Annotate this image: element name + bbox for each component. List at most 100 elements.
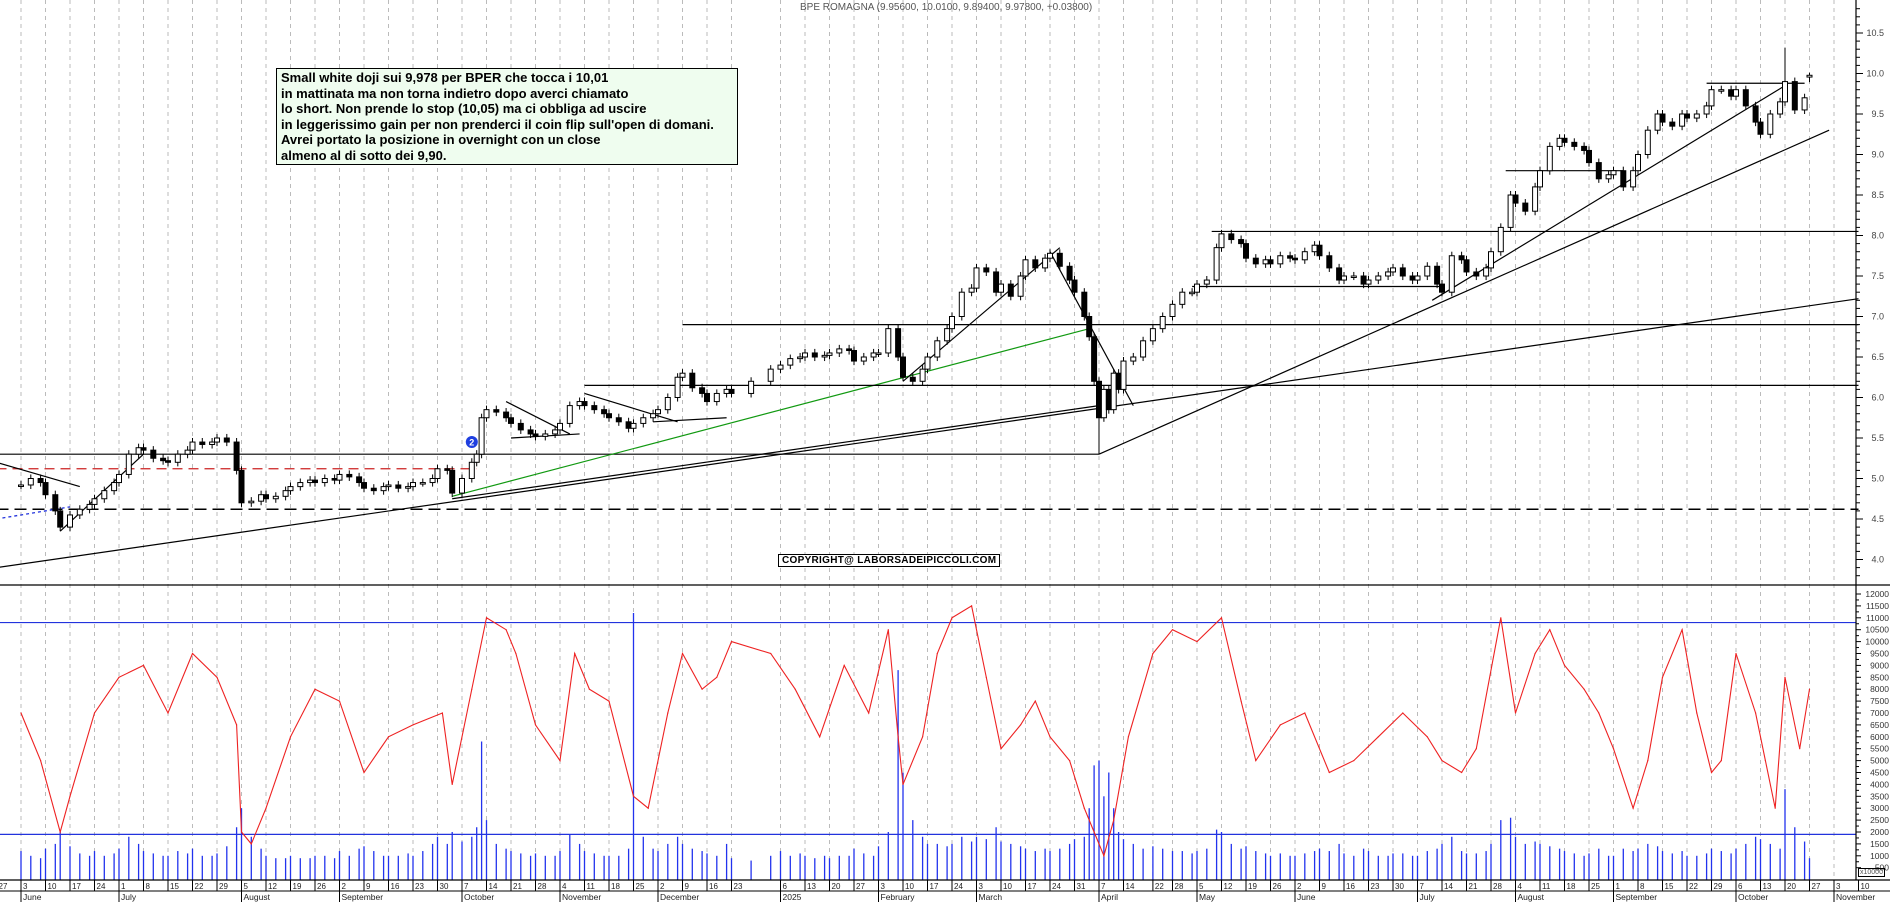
candle-body [336,473,343,481]
candle-body [1032,259,1039,269]
oscillator-point [1799,748,1801,750]
oscillator-point [412,724,414,726]
candle-body [473,453,480,463]
candle-body [968,287,975,293]
oscillator-point [794,688,796,690]
candle-body [1203,279,1210,285]
candle-body [713,392,720,403]
date-tick-label: 23 [734,882,743,891]
price-tick-label: 10.0 [1866,69,1884,79]
candle-body [1365,279,1372,285]
oscillator-point [1774,807,1776,809]
candle-body [1115,372,1122,390]
candle-body [517,422,524,431]
oscillator-point [363,771,365,774]
oscillator-point [1255,760,1257,762]
month-label: October [464,892,494,902]
candle-body [532,433,539,437]
date-tick-label: 18 [1567,882,1576,891]
oscillator-point [1661,676,1664,678]
candle-body [615,417,622,423]
oscillator-point [471,688,473,690]
candle-body [493,409,500,413]
candle-body [1767,113,1774,135]
volume-panel [0,605,1856,880]
candle-body [199,441,206,445]
date-tick-label: 22 [1155,882,1164,891]
date-tick-label: 10 [48,882,57,891]
candle-body [664,397,671,411]
volume-tick-label: 8000 [1870,684,1889,694]
trendline [1098,129,1830,455]
oscillator-point [118,676,120,678]
volume-tick-label: 12000 [1865,589,1889,599]
date-tick-label: 7 [464,882,469,891]
annotation-line: Small white doji sui 9,978 per BPER che … [281,70,609,85]
date-tick-label: 12 [268,882,277,891]
oscillator-point [1113,819,1115,821]
candle-body [468,461,475,479]
candle-body [1228,233,1235,241]
candles: 2 [18,47,1813,532]
volume-tick-label: 9500 [1870,649,1889,659]
chart-title: BPE ROMAGNA (9.95600, 10.0100, 9.89400, … [800,2,1093,13]
candle-body [483,409,490,419]
trendline [653,417,727,423]
oscillator-point [289,736,292,738]
price-tick-label: 5.0 [1871,474,1884,484]
trendline [452,405,1100,500]
date-tick-label: 16 [391,882,400,891]
oscillator-point [936,652,938,655]
candle-body [802,352,808,358]
candle-body [1213,247,1220,281]
candle-body [1081,291,1088,318]
oscillator-point [1083,807,1085,809]
candle-body [821,354,828,358]
oscillator-point [1171,629,1174,631]
candle-body [895,328,902,358]
date-tick-label: 1 [121,882,126,891]
oscillator-point [216,676,218,678]
date-tick-label: 28 [538,882,547,891]
volume-tick-label: 2500 [1870,815,1889,825]
candle-body [380,486,387,492]
volume-oscillator-line [20,605,1811,858]
volume-tick-label: 3000 [1870,803,1889,813]
oscillator-point [1500,617,1502,619]
candle-body [459,478,465,494]
oscillator-point [191,652,194,655]
oscillator-point [59,831,61,833]
oscillator-point [667,712,669,714]
date-tick-label: 12 [1224,882,1233,891]
candle-body [875,352,882,355]
volume-tick-label: 5500 [1870,744,1889,754]
candle-body [728,388,735,394]
oscillator-point [1598,712,1600,714]
candle-body [385,484,392,488]
date-tick-label: 6 [783,882,788,891]
oscillator-point [1647,760,1649,762]
date-tick-label: 8 [1640,882,1645,891]
candle-body [1561,137,1568,143]
candle-body [1752,105,1759,123]
candle-body [900,356,906,378]
candle-body [1017,275,1024,297]
candle-body [165,460,171,463]
candle-body [704,392,710,403]
date-tick-label: 9 [685,882,690,891]
date-tick-label: 13 [807,882,816,891]
volume-tick-label: 6500 [1870,720,1889,730]
candle-body [1448,255,1455,293]
candle-body [885,328,892,354]
candle-body [1488,251,1494,269]
oscillator-point [843,664,845,667]
date-tick-label: 16 [1346,882,1355,891]
oscillator-point [971,605,973,607]
month-label: November [562,892,601,902]
candle-body [1292,257,1298,261]
candle-body [37,478,44,484]
candle-body [1610,170,1617,176]
oscillator-point [1020,724,1022,726]
candle-body [934,340,941,358]
candle-body [1703,105,1710,115]
